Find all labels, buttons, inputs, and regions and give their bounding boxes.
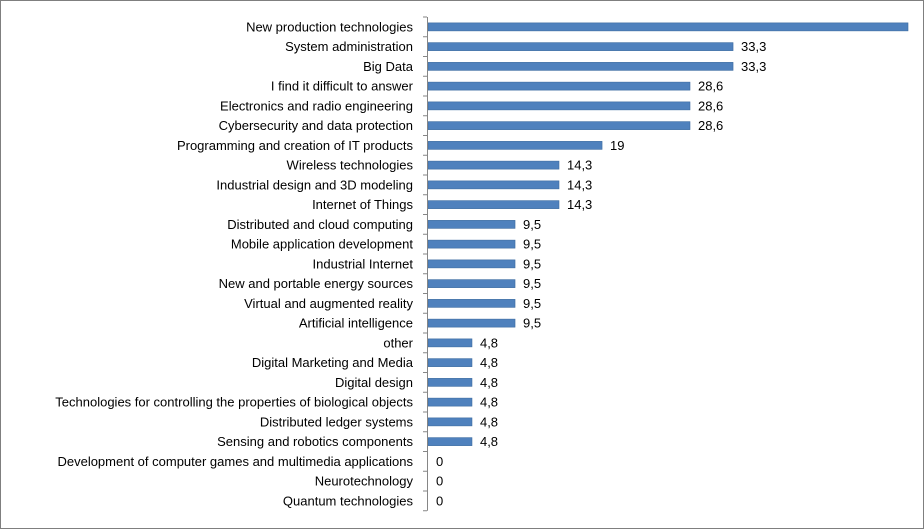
bar [427, 437, 473, 446]
bar [427, 299, 516, 308]
bar [427, 239, 516, 249]
value-label: 9,5 [523, 316, 541, 331]
value-label: 4,8 [480, 355, 498, 370]
category-axis [423, 16, 428, 512]
value-label: 9,5 [523, 217, 541, 232]
category-label: Industrial Internet [313, 256, 414, 271]
value-label: 0 [436, 474, 443, 489]
category-label: System administration [285, 39, 413, 54]
value-label: 33,3 [741, 39, 766, 54]
bar [427, 318, 516, 328]
bar [427, 397, 473, 407]
bar [427, 101, 691, 111]
bar [427, 62, 734, 71]
category-label: Digital Marketing and Media [252, 355, 414, 370]
category-label: Wireless technologies [287, 158, 414, 173]
bar [427, 121, 691, 130]
category-label: Neurotechnology [315, 474, 414, 489]
category-label: Distributed ledger systems [260, 414, 414, 429]
value-label: 14,3 [567, 197, 592, 212]
bars-layer [427, 22, 909, 446]
value-label: 4,8 [480, 395, 498, 410]
category-label: Electronics and radio engineering [220, 98, 413, 113]
value-label: 9,5 [523, 276, 541, 291]
value-labels: 33,3 33,3 28,6 28,6 28,6 19 14,3 14,3 14,3 9,5 9,5… [436, 39, 766, 508]
value-label: 28,6 [698, 79, 723, 94]
category-label: Mobile application development [231, 237, 414, 252]
value-label: 0 [436, 493, 443, 508]
bar [427, 220, 516, 229]
bar [427, 42, 734, 51]
bar [427, 22, 909, 32]
bar [427, 200, 560, 209]
value-label: 4,8 [480, 434, 498, 449]
category-label: Technologies for controlling the propert… [55, 395, 413, 410]
value-label: 14,3 [567, 177, 592, 192]
bar [427, 141, 603, 150]
category-label: Development of computer games and multim… [57, 454, 413, 469]
bar [427, 180, 560, 190]
value-label: 4,8 [480, 375, 498, 390]
category-label: New and portable energy sources [219, 276, 414, 291]
category-label: Programming and creation of IT products [177, 138, 414, 153]
value-label: 19 [610, 138, 624, 153]
category-label: Internet of Things [312, 197, 413, 212]
category-label: Sensing and robotics components [217, 434, 413, 449]
value-label: 28,6 [698, 98, 723, 113]
category-label: New production technologies [246, 19, 413, 34]
bar [427, 259, 516, 269]
category-label: Digital design [335, 375, 413, 390]
category-label: Virtual and augmented reality [244, 296, 413, 311]
value-label: 28,6 [698, 118, 723, 133]
category-label: Big Data [363, 59, 414, 74]
value-label: 9,5 [523, 296, 541, 311]
value-label: 0 [436, 454, 443, 469]
bar [427, 279, 516, 288]
category-label: other [383, 335, 413, 350]
category-label: Distributed and cloud computing [227, 217, 413, 232]
category-label: Industrial design and 3D modeling [216, 177, 413, 192]
bar [427, 358, 473, 367]
category-label: I find it difficult to answer [271, 79, 414, 94]
value-label: 33,3 [741, 59, 766, 74]
value-label: 4,8 [480, 335, 498, 350]
bar [427, 338, 473, 348]
bar [427, 160, 560, 170]
category-labels: New production technologies System admini… [55, 19, 413, 508]
value-label: 9,5 [523, 237, 541, 252]
category-label: Cybersecurity and data protection [219, 118, 413, 133]
bar [427, 378, 473, 387]
value-label: 14,3 [567, 158, 592, 173]
bar [427, 417, 473, 427]
value-label: 9,5 [523, 256, 541, 271]
category-label: Quantum technologies [283, 493, 414, 508]
category-label: Artificial intelligence [299, 316, 413, 331]
value-label: 4,8 [480, 414, 498, 429]
bar [427, 81, 691, 91]
